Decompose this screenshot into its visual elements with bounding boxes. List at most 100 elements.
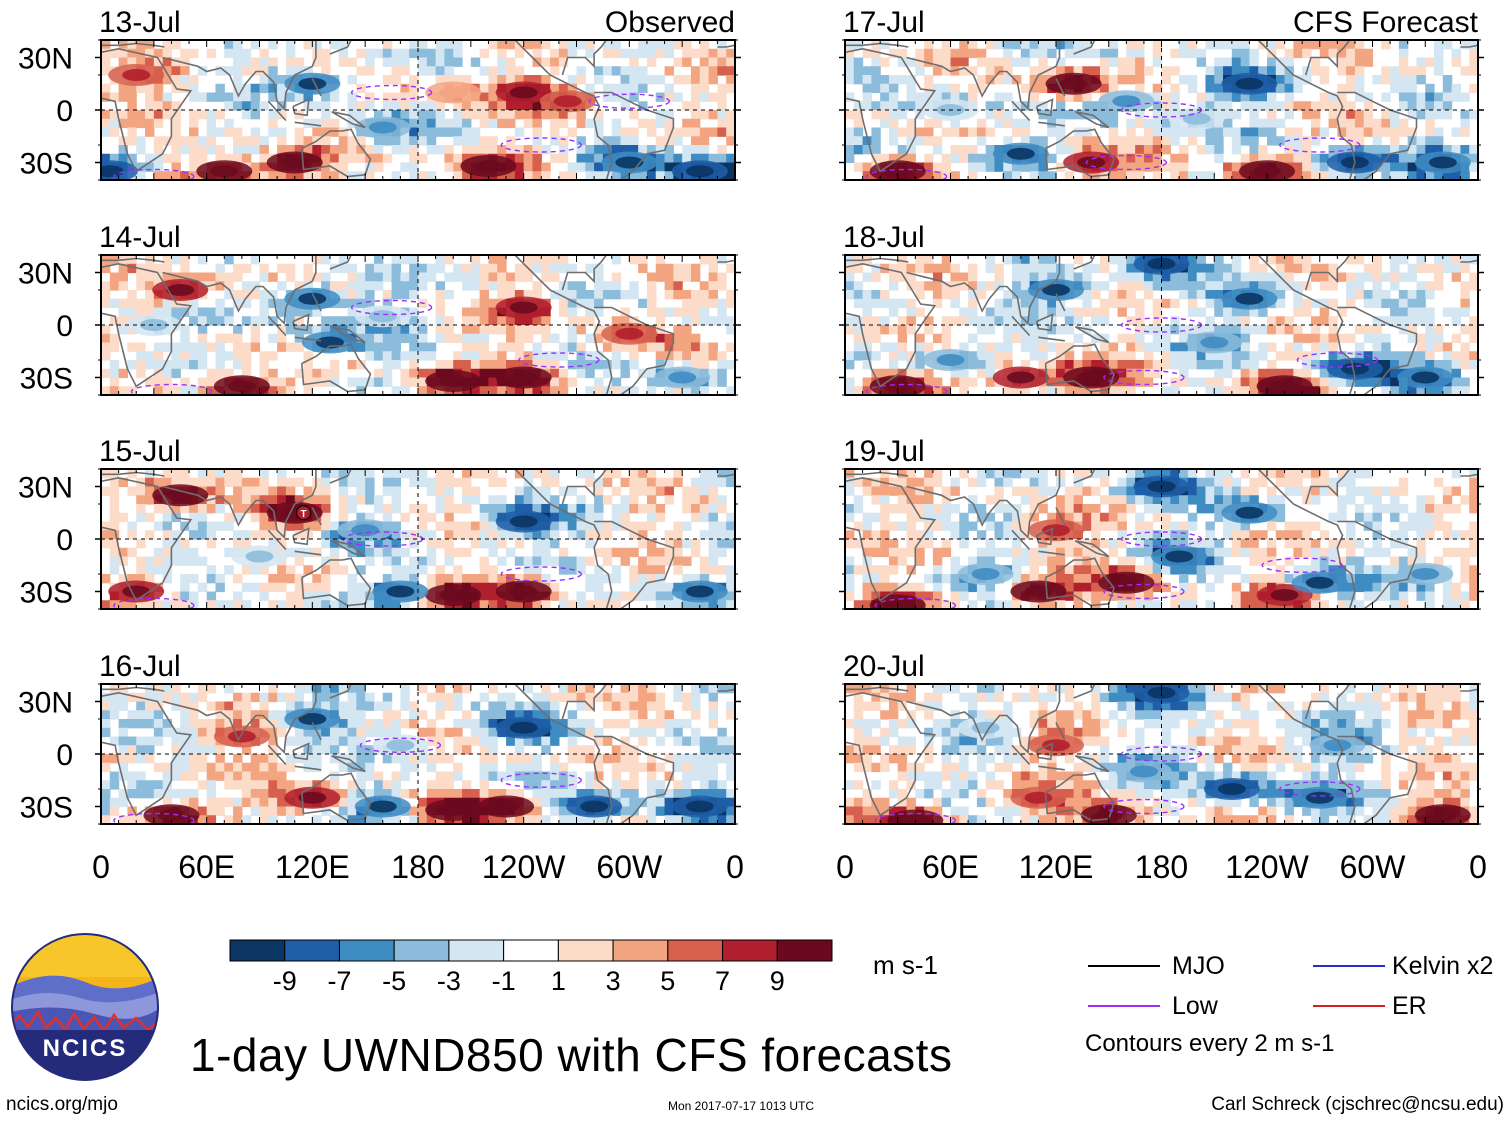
heatmap-cell <box>145 574 155 584</box>
heatmap-cell <box>699 684 710 694</box>
heatmap-cell <box>303 368 313 379</box>
heatmap-cell <box>576 290 586 300</box>
heatmap-cell <box>162 272 173 282</box>
heatmap-cell <box>338 591 349 601</box>
heatmap-cell <box>994 272 1004 282</box>
coastline <box>292 98 310 117</box>
heatmap-cell <box>180 298 190 309</box>
heatmap-cell <box>1064 110 1075 120</box>
heatmap-cell <box>136 574 146 584</box>
heatmap-cell <box>233 101 243 111</box>
heatmap-cell <box>1442 171 1453 180</box>
heatmap-cell <box>285 547 296 558</box>
heatmap-cell <box>941 255 952 265</box>
coastline <box>717 688 735 692</box>
heatmap-cell <box>585 815 595 824</box>
heatmap-cell <box>1442 101 1453 111</box>
heatmap-cell <box>488 591 498 601</box>
heatmap-cell <box>118 574 129 584</box>
heatmap-cell <box>1117 75 1127 85</box>
heatmap-cell <box>488 145 498 155</box>
heatmap-cell <box>347 153 357 164</box>
heatmap-cell <box>233 290 243 300</box>
heatmap-cell <box>594 145 604 155</box>
heatmap-cell <box>532 153 542 164</box>
heatmap-cell <box>514 325 525 335</box>
heatmap-cell <box>1310 40 1321 50</box>
heatmap-cell <box>426 118 437 129</box>
heatmap-cell <box>400 754 410 764</box>
heatmap-cell <box>1310 101 1321 111</box>
heatmap-cell <box>1337 40 1347 50</box>
heatmap-cell <box>1425 171 1435 180</box>
heatmap-cell <box>506 815 516 824</box>
heatmap-cell <box>145 48 155 59</box>
heatmap-cell <box>629 351 639 361</box>
heatmap-cell <box>145 92 155 102</box>
heatmap-cell <box>532 281 542 291</box>
heatmap-cell <box>479 83 490 94</box>
heatmap-cell <box>1372 75 1382 85</box>
heatmap-cell <box>646 342 657 352</box>
heatmap-cell <box>171 600 181 609</box>
heatmap-cell <box>391 504 401 514</box>
heatmap-cell <box>488 710 498 720</box>
heatmap-cell <box>259 307 269 317</box>
heatmap-cell <box>171 771 181 781</box>
heatmap-cell <box>550 477 560 488</box>
heatmap-cell <box>717 745 727 755</box>
heatmap-cell <box>708 477 718 488</box>
heatmap-cell <box>550 83 560 94</box>
heatmap-cell <box>726 710 735 720</box>
heatmap-cell <box>541 556 551 566</box>
heatmap-cell <box>1012 118 1022 129</box>
heatmap-cell <box>197 153 208 164</box>
heatmap-cell <box>321 556 331 566</box>
heatmap-cell <box>250 477 261 488</box>
heatmap-cell <box>726 591 735 601</box>
heatmap-cell <box>690 386 701 395</box>
heatmap-cell <box>435 771 446 781</box>
heatmap-cell <box>1240 66 1251 76</box>
heatmap-cell <box>453 565 463 575</box>
heatmap-cell <box>541 333 551 344</box>
heatmap-cell <box>1126 162 1136 172</box>
heatmap-cell <box>391 710 401 720</box>
heatmap-cell <box>462 171 472 180</box>
heatmap-cell <box>418 136 428 146</box>
heatmap-cell <box>189 547 199 558</box>
heatmap-cell <box>1469 40 1478 50</box>
heatmap-cell <box>514 145 525 155</box>
heatmap-cell <box>118 368 129 379</box>
heatmap-cell <box>382 333 393 344</box>
heatmap-cell <box>1346 83 1356 94</box>
heatmap-cell <box>189 110 199 120</box>
heatmap-cell <box>690 307 701 317</box>
heatmap-cell <box>153 145 164 155</box>
heatmap-cell <box>294 692 305 703</box>
heatmap-cell <box>462 101 472 111</box>
heatmap-cell <box>409 316 419 326</box>
heatmap-cell <box>109 710 120 720</box>
heatmap-cell <box>101 127 111 137</box>
heatmap-cell <box>453 136 463 146</box>
heatmap-cell <box>285 342 296 352</box>
y-tick-label: 0 <box>56 524 73 557</box>
heatmap-cell <box>1135 272 1145 282</box>
heatmap-cell <box>532 386 542 395</box>
coastline <box>162 469 317 540</box>
heatmap-cell <box>101 263 111 274</box>
heatmap-cell <box>673 477 683 488</box>
heatmap-cell <box>206 789 217 799</box>
heatmap-cell <box>514 263 525 274</box>
x-tick-label: 60E <box>178 849 235 885</box>
heatmap-cell <box>941 162 952 172</box>
heatmap-cell <box>479 727 490 738</box>
heatmap-cell <box>567 298 578 309</box>
heatmap-cell <box>321 504 331 514</box>
heatmap-cell <box>418 333 428 344</box>
heatmap-cell <box>541 351 551 361</box>
anomaly-core <box>1182 112 1211 125</box>
heatmap-cell <box>347 754 357 764</box>
heatmap-cell <box>585 745 595 755</box>
